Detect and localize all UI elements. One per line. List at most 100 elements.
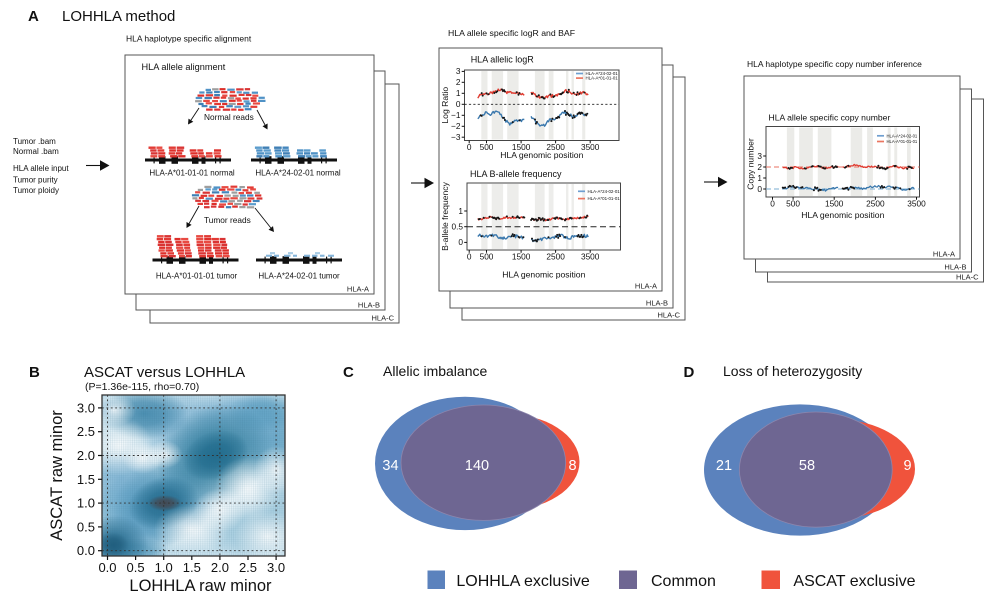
svg-text:HLA haplotype specific copy nu: HLA haplotype specific copy number infer…: [747, 59, 922, 69]
svg-text:HLA B-allele frequency: HLA B-allele frequency: [470, 169, 562, 179]
svg-text:HLA-A*01-01-01 tumor: HLA-A*01-01-01 tumor: [156, 272, 238, 281]
svg-text:0.5: 0.5: [77, 519, 95, 534]
svg-text:HLA-A: HLA-A: [635, 282, 657, 291]
svg-text:9: 9: [903, 458, 911, 474]
svg-text:HLA genomic position: HLA genomic position: [801, 210, 884, 220]
svg-text:2.0: 2.0: [211, 560, 229, 575]
svg-text:D: D: [684, 364, 695, 381]
svg-text:1500: 1500: [825, 199, 844, 209]
svg-text:0: 0: [467, 142, 472, 152]
svg-text:1: 1: [456, 88, 461, 98]
svg-text:8: 8: [568, 458, 576, 474]
svg-text:HLA-B: HLA-B: [646, 299, 668, 308]
svg-text:2.5: 2.5: [77, 424, 95, 439]
svg-text:2.0: 2.0: [77, 448, 95, 463]
svg-text:3500: 3500: [907, 199, 926, 209]
svg-text:Tumor reads: Tumor reads: [204, 215, 251, 225]
svg-text:HLA-A*24-02-01 tumor: HLA-A*24-02-01 tumor: [258, 272, 340, 281]
svg-text:HLA-C: HLA-C: [657, 311, 680, 320]
svg-text:140: 140: [465, 458, 489, 474]
svg-text:HLA-C: HLA-C: [956, 273, 979, 282]
svg-text:1.5: 1.5: [77, 472, 95, 487]
svg-text:B: B: [29, 364, 40, 381]
svg-text:HLA-A*01-01-01: HLA-A*01-01-01: [887, 139, 918, 144]
svg-text:1: 1: [458, 206, 463, 216]
svg-text:21: 21: [716, 458, 732, 474]
svg-text:0: 0: [458, 237, 463, 247]
svg-text:Log Ratio: Log Ratio: [440, 87, 450, 124]
svg-text:500: 500: [786, 199, 800, 209]
svg-text:0.5: 0.5: [127, 560, 145, 575]
svg-text:HLA-B: HLA-B: [358, 301, 380, 310]
svg-text:ASCAT exclusive: ASCAT exclusive: [793, 573, 915, 590]
svg-text:HLA genomic position: HLA genomic position: [502, 270, 585, 280]
svg-text:1: 1: [757, 173, 762, 183]
svg-text:A: A: [28, 8, 39, 25]
svg-text:3.0: 3.0: [267, 560, 285, 575]
svg-text:HLA-A*24-02-01: HLA-A*24-02-01: [586, 71, 619, 76]
svg-text:Common: Common: [651, 573, 716, 590]
svg-text:2: 2: [757, 162, 762, 172]
svg-text:2500: 2500: [866, 199, 885, 209]
svg-text:0: 0: [467, 252, 472, 262]
svg-text:−3: −3: [451, 132, 461, 142]
svg-text:Tumor .bam: Tumor .bam: [13, 137, 56, 146]
svg-text:1500: 1500: [512, 252, 531, 262]
svg-text:0.5: 0.5: [451, 222, 463, 232]
svg-text:1500: 1500: [512, 142, 531, 152]
svg-text:Normal .bam: Normal .bam: [13, 147, 59, 156]
svg-text:1.0: 1.0: [77, 496, 95, 511]
svg-text:500: 500: [480, 252, 494, 262]
svg-text:HLA-A*24-02-01: HLA-A*24-02-01: [588, 189, 621, 194]
svg-text:0: 0: [757, 184, 762, 194]
svg-text:(P=1.36e-115, rho=0.70): (P=1.36e-115, rho=0.70): [85, 381, 199, 393]
svg-text:3500: 3500: [581, 252, 600, 262]
svg-text:3500: 3500: [581, 142, 600, 152]
svg-text:LOHHLA exclusive: LOHHLA exclusive: [456, 573, 589, 590]
svg-text:3: 3: [757, 151, 762, 161]
svg-text:HLA genomic position: HLA genomic position: [500, 150, 583, 160]
svg-text:500: 500: [480, 142, 494, 152]
svg-text:C: C: [343, 364, 354, 381]
svg-text:HLA allele specific logR and B: HLA allele specific logR and BAF: [448, 28, 575, 38]
svg-text:1.5: 1.5: [183, 560, 201, 575]
svg-text:HLA-A*01-01-01: HLA-A*01-01-01: [588, 196, 621, 201]
svg-text:HLA-B: HLA-B: [944, 263, 966, 272]
svg-text:LOHHLA method: LOHHLA method: [62, 8, 175, 25]
svg-text:Loss of heterozygosity: Loss of heterozygosity: [723, 363, 862, 379]
svg-text:HLA-A: HLA-A: [347, 285, 369, 294]
svg-text:HLA-A*24-02-01 normal: HLA-A*24-02-01 normal: [255, 169, 341, 178]
svg-text:HLA haplotype specific alignme: HLA haplotype specific alignment: [126, 34, 252, 44]
svg-text:34: 34: [382, 458, 398, 474]
svg-text:LOHHLA raw minor: LOHHLA raw minor: [129, 577, 272, 595]
svg-text:B-allele frequency: B-allele frequency: [440, 181, 450, 250]
svg-text:1.0: 1.0: [155, 560, 173, 575]
svg-text:HLA-C: HLA-C: [371, 314, 394, 323]
svg-text:ASCAT versus LOHHLA: ASCAT versus LOHHLA: [84, 364, 245, 381]
svg-text:HLA allele specific copy numbe: HLA allele specific copy number: [769, 113, 891, 123]
svg-text:Tumor ploidy: Tumor ploidy: [13, 186, 59, 195]
svg-text:−2: −2: [451, 121, 461, 131]
svg-text:3.0: 3.0: [77, 400, 95, 415]
svg-text:0.0: 0.0: [98, 560, 116, 575]
svg-text:2500: 2500: [546, 142, 565, 152]
svg-text:Allelic imbalance: Allelic imbalance: [383, 363, 487, 379]
svg-text:0: 0: [770, 199, 775, 209]
svg-text:2: 2: [456, 77, 461, 87]
svg-text:2.5: 2.5: [239, 560, 257, 575]
svg-text:0.0: 0.0: [77, 543, 95, 558]
svg-text:Tumor purity: Tumor purity: [13, 176, 58, 185]
svg-text:HLA-A: HLA-A: [933, 250, 955, 259]
svg-text:HLA-A*01-01-01 normal: HLA-A*01-01-01 normal: [149, 169, 235, 178]
svg-text:−1: −1: [451, 110, 461, 120]
svg-text:HLA allele alignment: HLA allele alignment: [142, 62, 226, 72]
svg-text:3: 3: [456, 66, 461, 76]
svg-text:Normal reads: Normal reads: [204, 112, 254, 122]
svg-text:HLA-A*24-02-01: HLA-A*24-02-01: [887, 133, 918, 138]
svg-text:2500: 2500: [546, 252, 565, 262]
svg-text:HLA-A*01-01-01: HLA-A*01-01-01: [586, 76, 619, 81]
svg-text:Copy number: Copy number: [746, 138, 756, 190]
svg-text:58: 58: [799, 458, 815, 474]
svg-text:HLA allelic logR: HLA allelic logR: [471, 55, 535, 65]
svg-text:ASCAT raw minor: ASCAT raw minor: [48, 410, 66, 541]
